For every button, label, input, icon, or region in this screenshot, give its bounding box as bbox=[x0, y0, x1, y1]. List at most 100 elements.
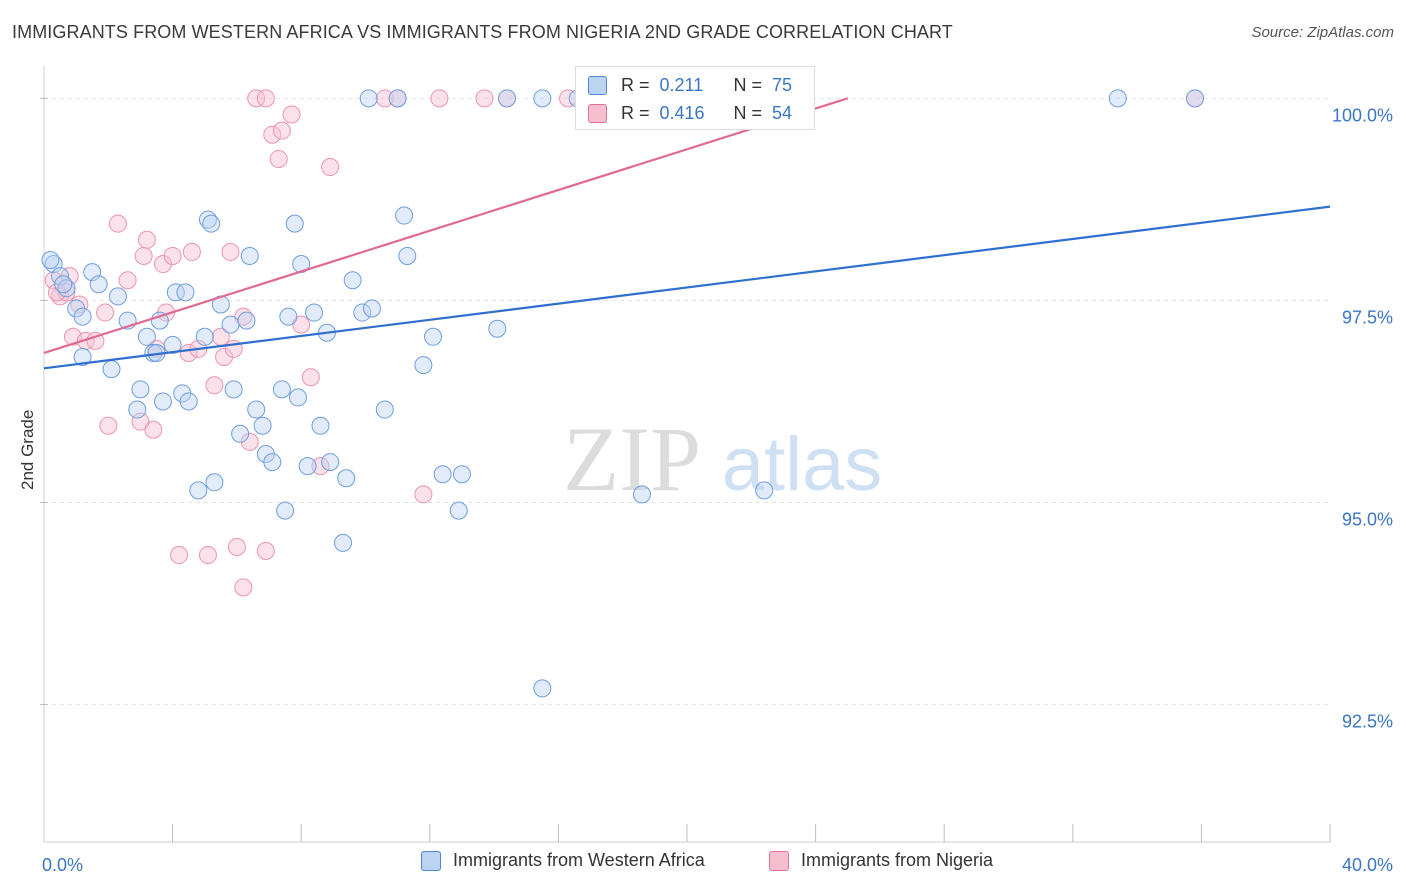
point-western-africa bbox=[285, 214, 304, 233]
point-western-africa bbox=[131, 380, 150, 399]
point-western-africa bbox=[73, 307, 92, 326]
stats-n-label: N = bbox=[733, 103, 763, 123]
stats-swatch-pink bbox=[588, 104, 607, 123]
point-nigeria bbox=[198, 546, 217, 565]
point-nigeria bbox=[234, 578, 253, 597]
point-nigeria bbox=[263, 125, 282, 144]
point-western-africa bbox=[224, 380, 243, 399]
x-tick-label: 0.0% bbox=[42, 855, 83, 875]
y-axis-label: 2nd Grade bbox=[18, 409, 37, 490]
point-western-africa bbox=[166, 283, 185, 302]
point-nigeria bbox=[247, 89, 266, 108]
point-nigeria bbox=[282, 105, 301, 124]
axes bbox=[40, 66, 1331, 843]
point-nigeria bbox=[227, 537, 246, 556]
legend-label-western-africa: Immigrants from Western Africa bbox=[453, 850, 705, 870]
point-western-africa bbox=[449, 501, 468, 520]
point-western-africa bbox=[41, 251, 60, 269]
point-nigeria bbox=[134, 246, 153, 265]
point-western-africa bbox=[128, 400, 147, 419]
point-western-africa bbox=[153, 392, 172, 411]
point-western-africa bbox=[375, 400, 394, 419]
point-western-africa bbox=[333, 533, 352, 552]
stats-n-label: N = bbox=[733, 75, 763, 95]
point-western-africa bbox=[102, 360, 121, 379]
point-nigeria bbox=[99, 416, 118, 435]
tick-labels: 92.5% 95.0% 97.5% 100.0% 0.0% 40.0% bbox=[42, 105, 1393, 875]
point-western-africa bbox=[108, 287, 127, 306]
point-western-africa bbox=[337, 469, 356, 488]
point-nigeria bbox=[221, 242, 240, 261]
point-western-africa bbox=[189, 481, 208, 500]
trend-line-nigeria bbox=[43, 97, 849, 355]
point-western-africa bbox=[150, 311, 169, 330]
point-western-africa bbox=[359, 89, 378, 108]
point-western-africa bbox=[279, 307, 298, 326]
point-western-africa bbox=[240, 246, 259, 265]
source-label: Source: ZipAtlas.com bbox=[1251, 24, 1394, 41]
point-nigeria bbox=[430, 89, 449, 108]
point-western-africa bbox=[176, 283, 195, 302]
point-western-africa bbox=[247, 400, 266, 419]
point-western-africa bbox=[237, 311, 256, 330]
point-nigeria bbox=[256, 542, 275, 560]
point-nigeria bbox=[321, 158, 340, 177]
watermark-atlas: atlas bbox=[722, 422, 883, 507]
point-western-africa bbox=[179, 392, 198, 411]
trend-lines bbox=[43, 97, 1331, 370]
point-nigeria bbox=[269, 149, 288, 168]
point-western-africa bbox=[221, 315, 240, 334]
stats-row-nigeria: R = 0.416 N = 54 bbox=[588, 103, 792, 124]
point-western-africa bbox=[343, 271, 362, 290]
point-western-africa bbox=[362, 299, 381, 318]
point-western-africa bbox=[54, 275, 73, 294]
point-nigeria bbox=[311, 457, 330, 476]
point-western-africa bbox=[353, 303, 372, 322]
point-western-africa bbox=[632, 485, 651, 504]
watermark-zip: ZIP bbox=[563, 408, 701, 510]
stats-r-label: R = bbox=[621, 75, 650, 95]
point-western-africa bbox=[195, 327, 214, 346]
point-western-africa bbox=[533, 679, 552, 698]
point-western-africa bbox=[298, 457, 317, 476]
legend-swatch-blue bbox=[421, 850, 441, 871]
stats-n-value: 75 bbox=[772, 75, 793, 95]
point-western-africa bbox=[288, 388, 307, 407]
point-western-africa bbox=[533, 89, 552, 108]
point-western-africa bbox=[311, 416, 330, 435]
stats-r-value: 0.416 bbox=[659, 103, 705, 123]
stats-r-value: 0.211 bbox=[659, 75, 704, 95]
point-western-africa bbox=[488, 319, 507, 338]
point-western-africa bbox=[414, 356, 433, 375]
point-nigeria bbox=[414, 485, 433, 504]
stats-row-western-africa: R = 0.211 N = 75 bbox=[588, 75, 792, 96]
y-tick-label: 100.0% bbox=[1332, 105, 1393, 125]
y-tick-label: 97.5% bbox=[1342, 307, 1393, 327]
series-nigeria-points bbox=[44, 89, 1204, 597]
point-nigeria bbox=[144, 420, 163, 439]
legend-label-nigeria: Immigrants from Nigeria bbox=[801, 850, 994, 870]
point-nigeria bbox=[108, 214, 127, 233]
point-western-africa bbox=[433, 465, 452, 484]
watermark: ZIP atlas bbox=[563, 408, 882, 510]
stats-r-label: R = bbox=[621, 103, 650, 123]
stats-swatch-blue bbox=[588, 76, 607, 95]
point-nigeria bbox=[292, 315, 311, 334]
point-western-africa bbox=[424, 327, 443, 346]
point-western-africa bbox=[89, 275, 108, 294]
legend-item-western-africa: Immigrants from Western Africa bbox=[421, 850, 705, 871]
point-western-africa bbox=[272, 380, 291, 399]
point-nigeria bbox=[170, 546, 189, 565]
point-nigeria bbox=[137, 230, 156, 249]
point-nigeria bbox=[96, 303, 115, 322]
point-nigeria bbox=[475, 89, 494, 108]
legend-swatch-pink bbox=[769, 850, 789, 871]
chart-title: IMMIGRANTS FROM WESTERN AFRICA VS IMMIGR… bbox=[12, 22, 953, 42]
point-western-africa bbox=[305, 303, 324, 322]
point-nigeria bbox=[86, 331, 105, 350]
point-western-africa bbox=[398, 246, 417, 265]
trend-line-western-africa bbox=[43, 205, 1331, 370]
point-western-africa bbox=[452, 465, 471, 484]
series-western-africa-points bbox=[41, 89, 1204, 698]
